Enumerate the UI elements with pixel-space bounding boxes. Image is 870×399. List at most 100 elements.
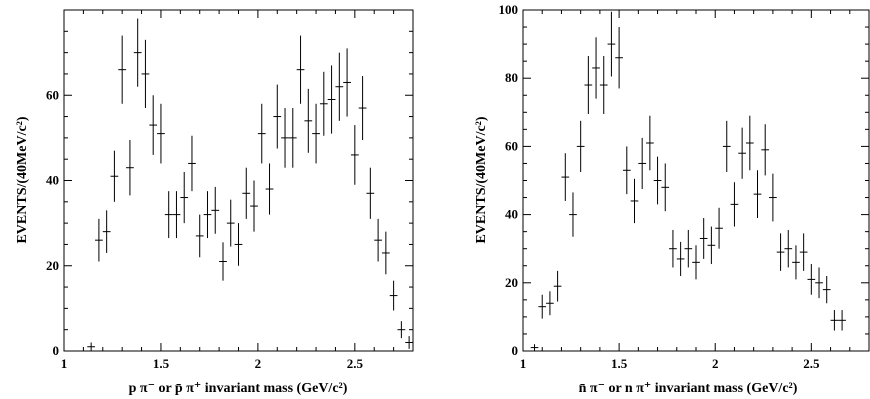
right-data-point	[761, 124, 770, 176]
right-plot-frame	[522, 9, 870, 352]
x-tick-label: 1.5	[153, 356, 170, 371]
right-panel: 1 1.5 2 2.5 0 20 40 60 80 100 n̄ π⁻ or n π⁺ invar…	[474, 2, 870, 396]
left-data-point	[226, 199, 235, 247]
x-tick-label: 1	[520, 356, 527, 371]
left-data-point	[242, 167, 251, 219]
left-ticks	[63, 9, 414, 352]
right-data-point	[692, 245, 700, 280]
right-tick-labels: 1 1.5 2 2.5 0 20 40 60 80 100	[499, 2, 820, 371]
right-data-point	[661, 163, 670, 212]
right-data-point	[799, 233, 808, 271]
left-data-point	[102, 210, 111, 253]
left-data-point	[304, 88, 313, 153]
left-data-point	[180, 171, 189, 224]
y-tick-label: 40	[46, 173, 59, 188]
left-data-point	[172, 191, 181, 239]
left-data-point	[319, 71, 328, 136]
right-data-point	[838, 310, 846, 331]
left-data-point	[118, 35, 127, 104]
left-data-point	[234, 223, 243, 266]
right-data-point	[538, 294, 547, 319]
right-data-point	[707, 226, 716, 265]
right-data-point	[530, 344, 539, 351]
right-y-axis-label: EVENTS/(40MeV/c²)	[474, 116, 489, 243]
right-x-axis-label: n̄ π⁻ or n π⁺ invariant mass (GeV/c²)	[579, 381, 798, 396]
right-data-point	[584, 56, 593, 115]
left-data-point	[381, 231, 390, 275]
left-data-point	[273, 84, 282, 149]
right-data-point	[630, 178, 639, 224]
right-data-point	[722, 120, 731, 172]
right-ticks	[522, 9, 870, 352]
left-data-point	[211, 186, 220, 234]
left-data-point	[296, 35, 305, 104]
left-data-point	[219, 242, 227, 281]
left-data-point	[126, 140, 134, 196]
right-data-point	[822, 275, 831, 304]
left-data-point	[195, 214, 204, 258]
right-data-point	[699, 218, 708, 259]
right-data-point	[592, 37, 600, 99]
left-data-point	[164, 191, 173, 239]
left-data-point	[343, 48, 351, 117]
left-data-point	[157, 103, 165, 164]
left-data-point	[203, 191, 212, 239]
y-tick-label: 60	[46, 87, 59, 102]
left-data-point	[366, 167, 375, 219]
right-data-point	[753, 170, 762, 219]
right-data-point	[815, 267, 823, 299]
left-data-point	[327, 65, 336, 134]
right-data-point	[638, 137, 647, 190]
right-data-point	[830, 310, 839, 331]
right-data-points	[530, 11, 846, 351]
left-plot-frame	[63, 9, 414, 352]
left-x-axis-label: p π⁻ or p̄ π⁺ invariant mass (GeV/c²)	[129, 381, 348, 396]
right-data-point	[615, 27, 623, 89]
right-data-point	[676, 241, 685, 276]
right-data-point	[622, 146, 631, 195]
right-data-point	[599, 56, 608, 115]
right-data-point	[776, 233, 785, 271]
right-data-point	[745, 115, 754, 171]
left-data-point	[133, 18, 142, 87]
x-tick-label: 2.5	[803, 356, 820, 371]
left-data-point	[141, 39, 150, 109]
left-data-point	[250, 180, 258, 232]
y-tick-label: 0	[53, 343, 60, 358]
left-data-point	[312, 103, 320, 164]
left-data-point	[405, 336, 413, 349]
right-data-point	[607, 11, 616, 77]
left-data-point	[87, 342, 96, 351]
y-tick-label: 20	[46, 258, 59, 273]
x-tick-label: 2	[712, 356, 719, 371]
left-data-point	[188, 135, 196, 192]
left-tick-labels: 1 1.5 2 2.5 0 20 40 60	[46, 87, 363, 371]
left-data-points	[87, 18, 413, 351]
y-tick-label: 100	[499, 2, 519, 17]
right-data-point	[646, 115, 654, 171]
y-tick-label: 20	[505, 275, 518, 290]
right-data-point	[653, 156, 662, 205]
left-data-point	[281, 108, 289, 168]
x-tick-label: 2	[255, 356, 262, 371]
y-tick-label: 0	[512, 343, 519, 358]
left-data-point	[257, 103, 266, 164]
left-data-point	[389, 280, 398, 311]
x-tick-label: 1.5	[611, 356, 628, 371]
right-data-point	[561, 153, 570, 201]
left-data-point	[397, 321, 406, 339]
left-data-point	[149, 95, 158, 155]
right-data-point	[807, 264, 816, 295]
right-data-point	[546, 291, 554, 316]
left-data-point	[335, 52, 344, 121]
y-tick-label: 80	[505, 70, 518, 85]
left-data-point	[288, 108, 297, 168]
right-data-point	[569, 192, 577, 237]
x-tick-label: 2.5	[347, 356, 364, 371]
right-data-point	[730, 182, 739, 227]
left-data-point	[374, 218, 382, 262]
left-data-point	[265, 163, 274, 215]
x-tick-label: 1	[61, 356, 68, 371]
right-data-point	[715, 207, 723, 249]
